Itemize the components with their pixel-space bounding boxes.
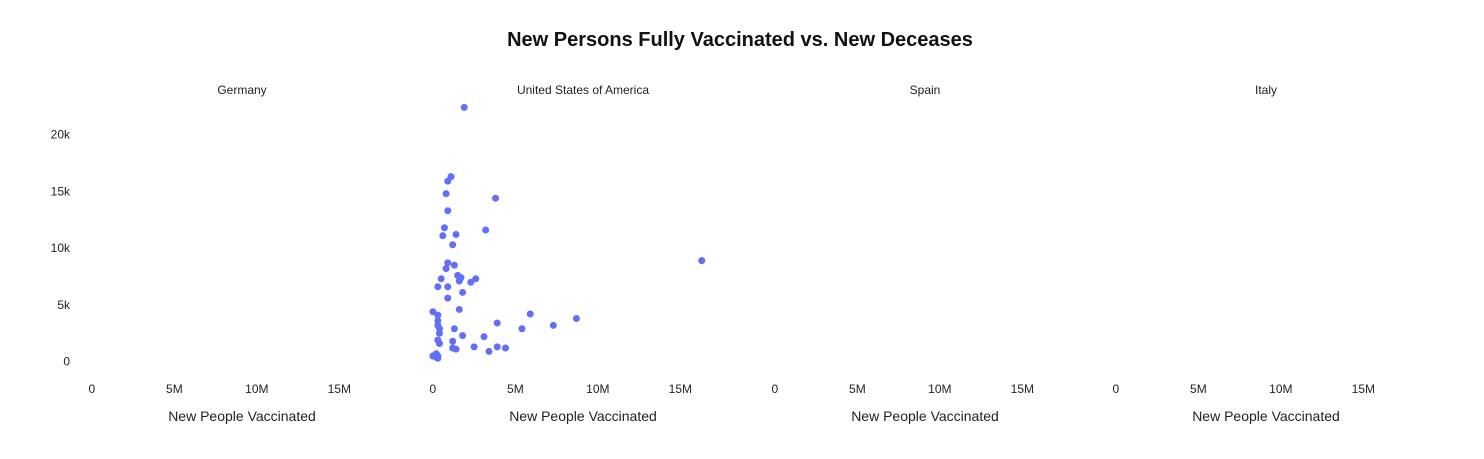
data-point: [452, 345, 460, 353]
data-point: [493, 343, 501, 351]
x-tick-label: 5M: [166, 382, 183, 396]
data-point: [429, 308, 437, 316]
data-point: [518, 325, 526, 333]
data-point: [485, 347, 493, 355]
data-point: [482, 226, 490, 234]
x-tick-label: 0: [89, 382, 96, 396]
y-tick-label: 20k: [51, 128, 71, 142]
data-point: [459, 288, 467, 296]
data-point: [450, 261, 458, 269]
data-point: [460, 103, 468, 111]
data-point: [444, 259, 452, 267]
data-point: [450, 325, 458, 333]
data-point: [444, 207, 452, 215]
facet-label: Germany: [217, 83, 266, 97]
data-point: [459, 332, 467, 340]
data-point: [440, 224, 448, 232]
data-point: [434, 354, 442, 362]
data-point: [572, 315, 580, 323]
x-tick-label: 15M: [1352, 382, 1375, 396]
data-point: [442, 190, 450, 198]
x-tick-label: 0: [1113, 382, 1120, 396]
data-point: [467, 278, 475, 286]
y-axis: 0 5k 10k 15k 20k: [51, 128, 71, 369]
data-point: [526, 310, 534, 318]
data-point: [455, 277, 463, 285]
x-axis-title: New People Vaccinated: [1192, 408, 1340, 424]
data-point: [437, 275, 445, 283]
data-point: [501, 344, 509, 352]
y-tick-label: 0: [63, 355, 70, 369]
facet-label: Spain: [910, 83, 941, 97]
facet-panel-united-states-of-america: United States of America 0 5M 10M 15M New Peo…: [429, 83, 706, 424]
data-point: [480, 333, 488, 341]
data-point: [444, 283, 452, 291]
data-point: [434, 311, 442, 319]
data-point: [434, 283, 442, 291]
facet-label: Italy: [1255, 83, 1277, 97]
data-point: [439, 232, 447, 240]
data-point: [435, 339, 443, 347]
y-tick-label: 5k: [57, 298, 71, 312]
data-point: [492, 194, 500, 202]
chart-title: New Persons Fully Vaccinated vs. New Dec…: [507, 29, 973, 51]
x-tick-label: 10M: [1269, 382, 1292, 396]
data-point: [449, 337, 457, 345]
facet-panel-spain: Spain 0 5M 10M 15M New People Vaccinated: [772, 83, 1034, 424]
x-tick-label: 10M: [928, 382, 951, 396]
data-point: [452, 231, 460, 239]
facet-panel-germany: Germany 0 5M 10M 15M New People Vaccinated: [89, 83, 351, 424]
x-axis-title: New People Vaccinated: [509, 408, 657, 424]
y-tick-label: 10k: [51, 241, 71, 255]
x-tick-label: 5M: [1190, 382, 1207, 396]
x-tick-label: 15M: [1011, 382, 1034, 396]
x-tick-label: 5M: [849, 382, 866, 396]
data-point: [455, 305, 463, 313]
data-point: [493, 319, 501, 327]
facet-panel-italy: Italy 0 5M 10M 15M New People Vaccinated: [1113, 83, 1375, 424]
data-point: [435, 329, 443, 337]
x-tick-label: 10M: [245, 382, 268, 396]
data-point: [442, 265, 450, 273]
data-point: [470, 343, 478, 351]
data-point: [449, 241, 457, 249]
x-tick-label: 0: [430, 382, 437, 396]
x-axis-title: New People Vaccinated: [851, 408, 999, 424]
x-tick-label: 15M: [328, 382, 351, 396]
x-tick-label: 10M: [586, 382, 609, 396]
data-point: [444, 294, 452, 302]
data-point: [549, 321, 557, 329]
data-point: [472, 275, 480, 283]
data-point: [698, 257, 706, 265]
y-tick-label: 15k: [51, 184, 71, 198]
facet-label: United States of America: [517, 83, 649, 97]
x-axis-title: New People Vaccinated: [168, 408, 316, 424]
x-tick-label: 5M: [507, 382, 524, 396]
x-tick-label: 0: [772, 382, 779, 396]
data-point: [444, 177, 452, 185]
x-tick-label: 15M: [669, 382, 692, 396]
